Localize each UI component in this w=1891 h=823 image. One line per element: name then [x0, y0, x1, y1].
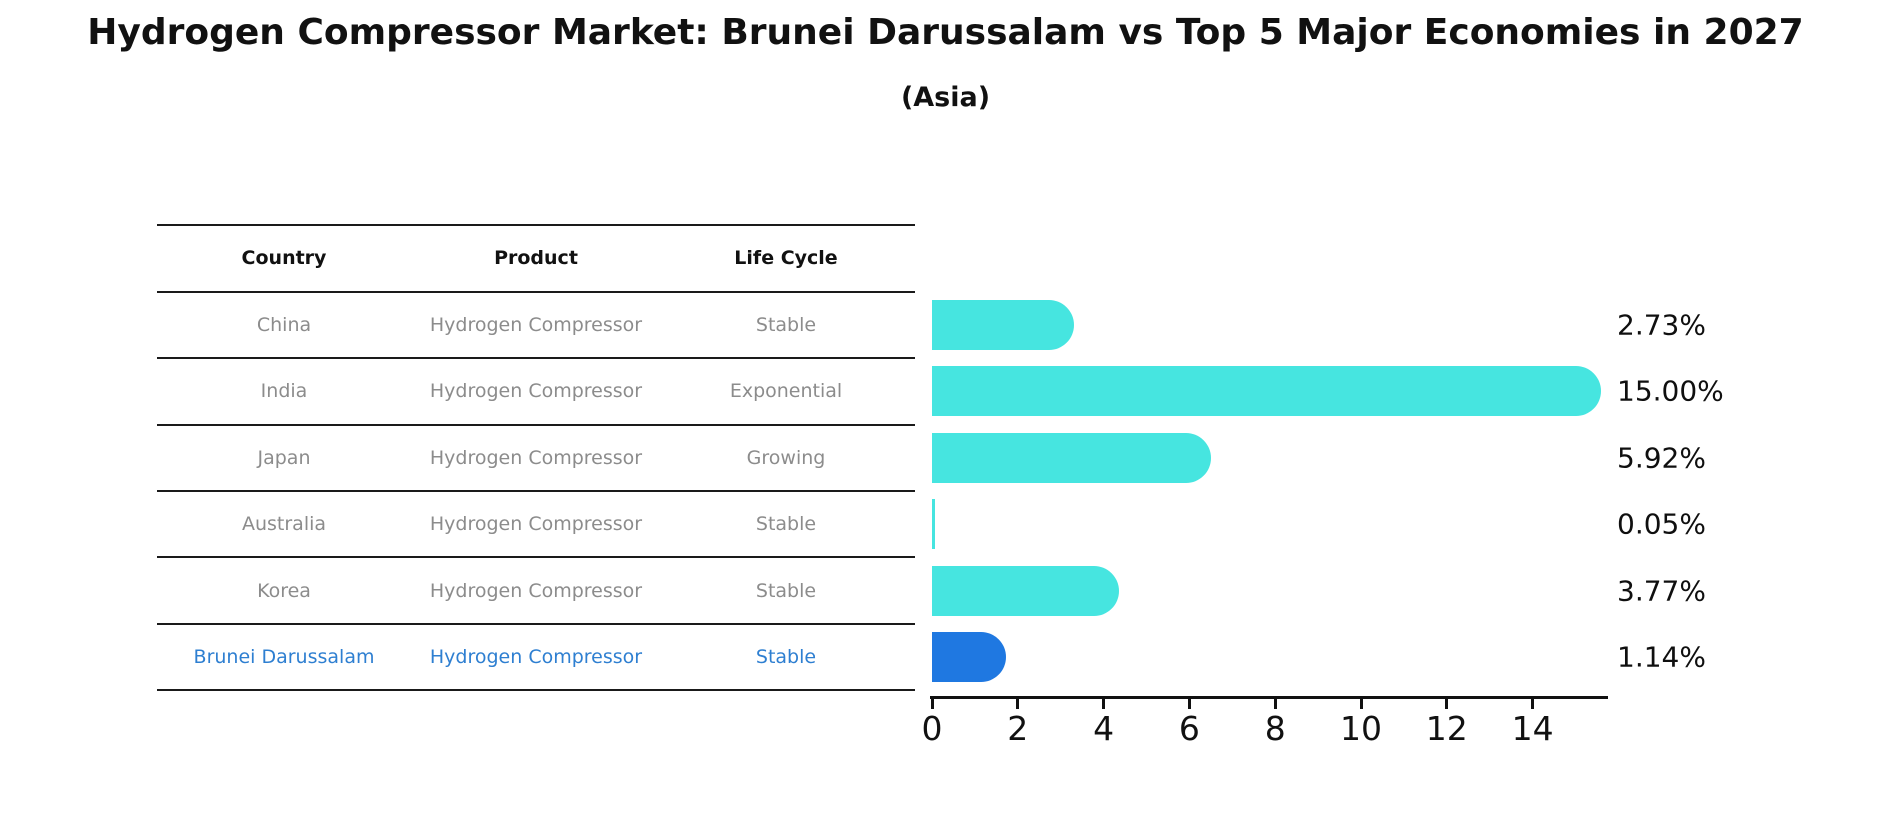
x-axis-tick-label-4: 4 [1093, 709, 1115, 748]
value-label-brunei-darussalam: 1.14% [1617, 640, 1706, 674]
x-axis-tick-label-2: 2 [1007, 709, 1029, 748]
cell-life-cycle-australia: Stable [755, 513, 817, 536]
value-label-china: 2.73% [1617, 308, 1706, 342]
cell-life-cycle-india: Exponential [729, 380, 843, 403]
x-axis-tick-2 [1016, 697, 1020, 709]
cell-life-cycle-japan: Growing [746, 446, 826, 469]
value-label-korea: 3.77% [1617, 574, 1706, 608]
x-axis-tick-14 [1531, 697, 1535, 709]
column-header-country: Country [241, 247, 327, 269]
column-header-product: Product [494, 247, 578, 269]
x-axis-tick-0 [930, 697, 934, 709]
cell-product-japan: Hydrogen Compressor [429, 446, 643, 469]
cell-life-cycle-brunei-darussalam: Stable [755, 646, 817, 668]
bar-korea [932, 565, 1119, 616]
table-rule [157, 357, 915, 360]
value-label-japan: 5.92% [1617, 441, 1706, 475]
x-axis-tick-label-10: 10 [1340, 709, 1382, 748]
bar-australia [932, 499, 935, 550]
cell-country-australia: Australia [241, 513, 327, 536]
cell-life-cycle-china: Stable [755, 314, 817, 336]
cell-product-brunei-darussalam: Hydrogen Compressor [429, 646, 643, 668]
table-rule [157, 556, 915, 559]
value-label-australia: 0.05% [1617, 507, 1706, 541]
x-axis-tick-6 [1187, 697, 1191, 709]
cell-product-korea: Hydrogen Compressor [429, 579, 643, 602]
x-axis-line [930, 695, 1608, 699]
table-rule [157, 423, 915, 426]
bar-china [932, 300, 1075, 350]
table-rule [157, 490, 915, 492]
bar-india [932, 366, 1601, 417]
page-subtitle: (Asia) [900, 82, 991, 113]
page-title: Hydrogen Compressor Market: Brunei Darus… [87, 12, 1804, 53]
x-axis-tick-label-6: 6 [1178, 709, 1200, 748]
cell-country-korea: Korea [257, 579, 311, 602]
cell-country-brunei-darussalam: Brunei Darussalam [193, 646, 375, 668]
cell-product-australia: Hydrogen Compressor [429, 513, 643, 536]
x-axis-tick-10 [1359, 697, 1363, 709]
table-rule [157, 224, 915, 226]
cell-country-japan: Japan [257, 446, 311, 469]
cell-country-china: China [256, 314, 312, 336]
table-rule [157, 689, 915, 691]
bar-japan [932, 432, 1211, 483]
column-header-life-cycle: Life Cycle [734, 247, 838, 269]
value-label-india: 15.00% [1617, 374, 1724, 408]
cell-country-india: India [260, 380, 308, 403]
x-axis-tick-label-0: 0 [921, 709, 943, 748]
x-axis-tick-8 [1273, 697, 1277, 709]
cell-life-cycle-korea: Stable [755, 579, 817, 602]
x-axis-tick-label-8: 8 [1264, 709, 1286, 748]
table-rule [157, 622, 915, 625]
bar-brunei-darussalam [932, 632, 1006, 682]
table-rule [157, 291, 915, 293]
x-axis-tick-label-14: 14 [1511, 709, 1554, 748]
cell-product-china: Hydrogen Compressor [429, 314, 643, 336]
x-axis-tick-4 [1102, 697, 1106, 709]
x-axis-tick-label-12: 12 [1425, 709, 1468, 748]
cell-product-india: Hydrogen Compressor [429, 380, 643, 403]
x-axis-tick-12 [1445, 697, 1449, 709]
